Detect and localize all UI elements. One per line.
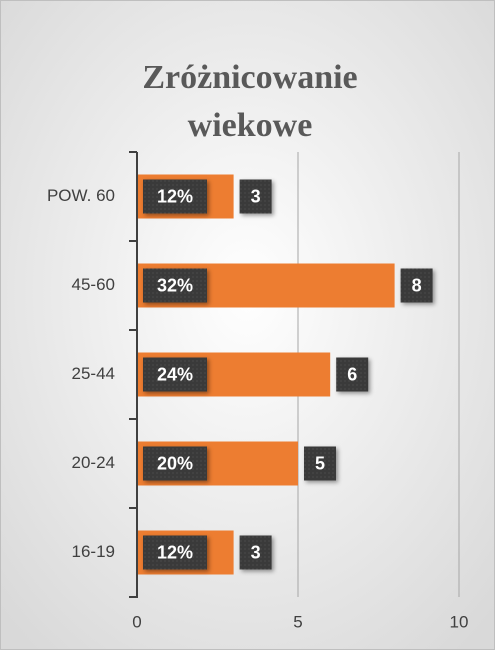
percentage-label-box (143, 357, 207, 392)
value-label: 5 (315, 453, 325, 473)
percentage-label: 24% (157, 364, 193, 384)
y-tick-label: 45-60 (72, 275, 115, 294)
percentage-label-box (143, 535, 207, 570)
chart-title: Zróżnicowanie (142, 59, 357, 96)
y-axis (129, 151, 138, 598)
percentage-label-box (143, 268, 207, 303)
y-tick-label: 16-19 (72, 542, 115, 561)
x-tick-label: 10 (450, 612, 469, 631)
value-label: 3 (251, 542, 261, 562)
x-tick-label: 0 (132, 612, 141, 631)
value-label-box (239, 179, 272, 214)
x-tick-label: 5 (293, 612, 302, 631)
value-label: 6 (347, 364, 357, 384)
y-tick-label: 20-24 (72, 453, 115, 472)
value-label-box (304, 446, 336, 481)
value-label-box (239, 535, 272, 570)
y-tick-label: POW. 60 (47, 186, 115, 205)
value-label: 8 (412, 275, 422, 295)
value-label-box (400, 268, 433, 303)
percentage-label: 32% (157, 275, 193, 295)
percentage-label: 12% (157, 186, 193, 206)
y-tick-label: 25-44 (72, 364, 115, 383)
percentage-label-box (143, 446, 207, 481)
value-label-box (336, 357, 369, 392)
chart-title: wiekowe (188, 107, 313, 144)
percentage-label-box (143, 179, 207, 214)
percentage-label: 12% (157, 542, 193, 562)
percentage-label: 20% (157, 453, 193, 473)
value-label: 3 (251, 186, 261, 206)
